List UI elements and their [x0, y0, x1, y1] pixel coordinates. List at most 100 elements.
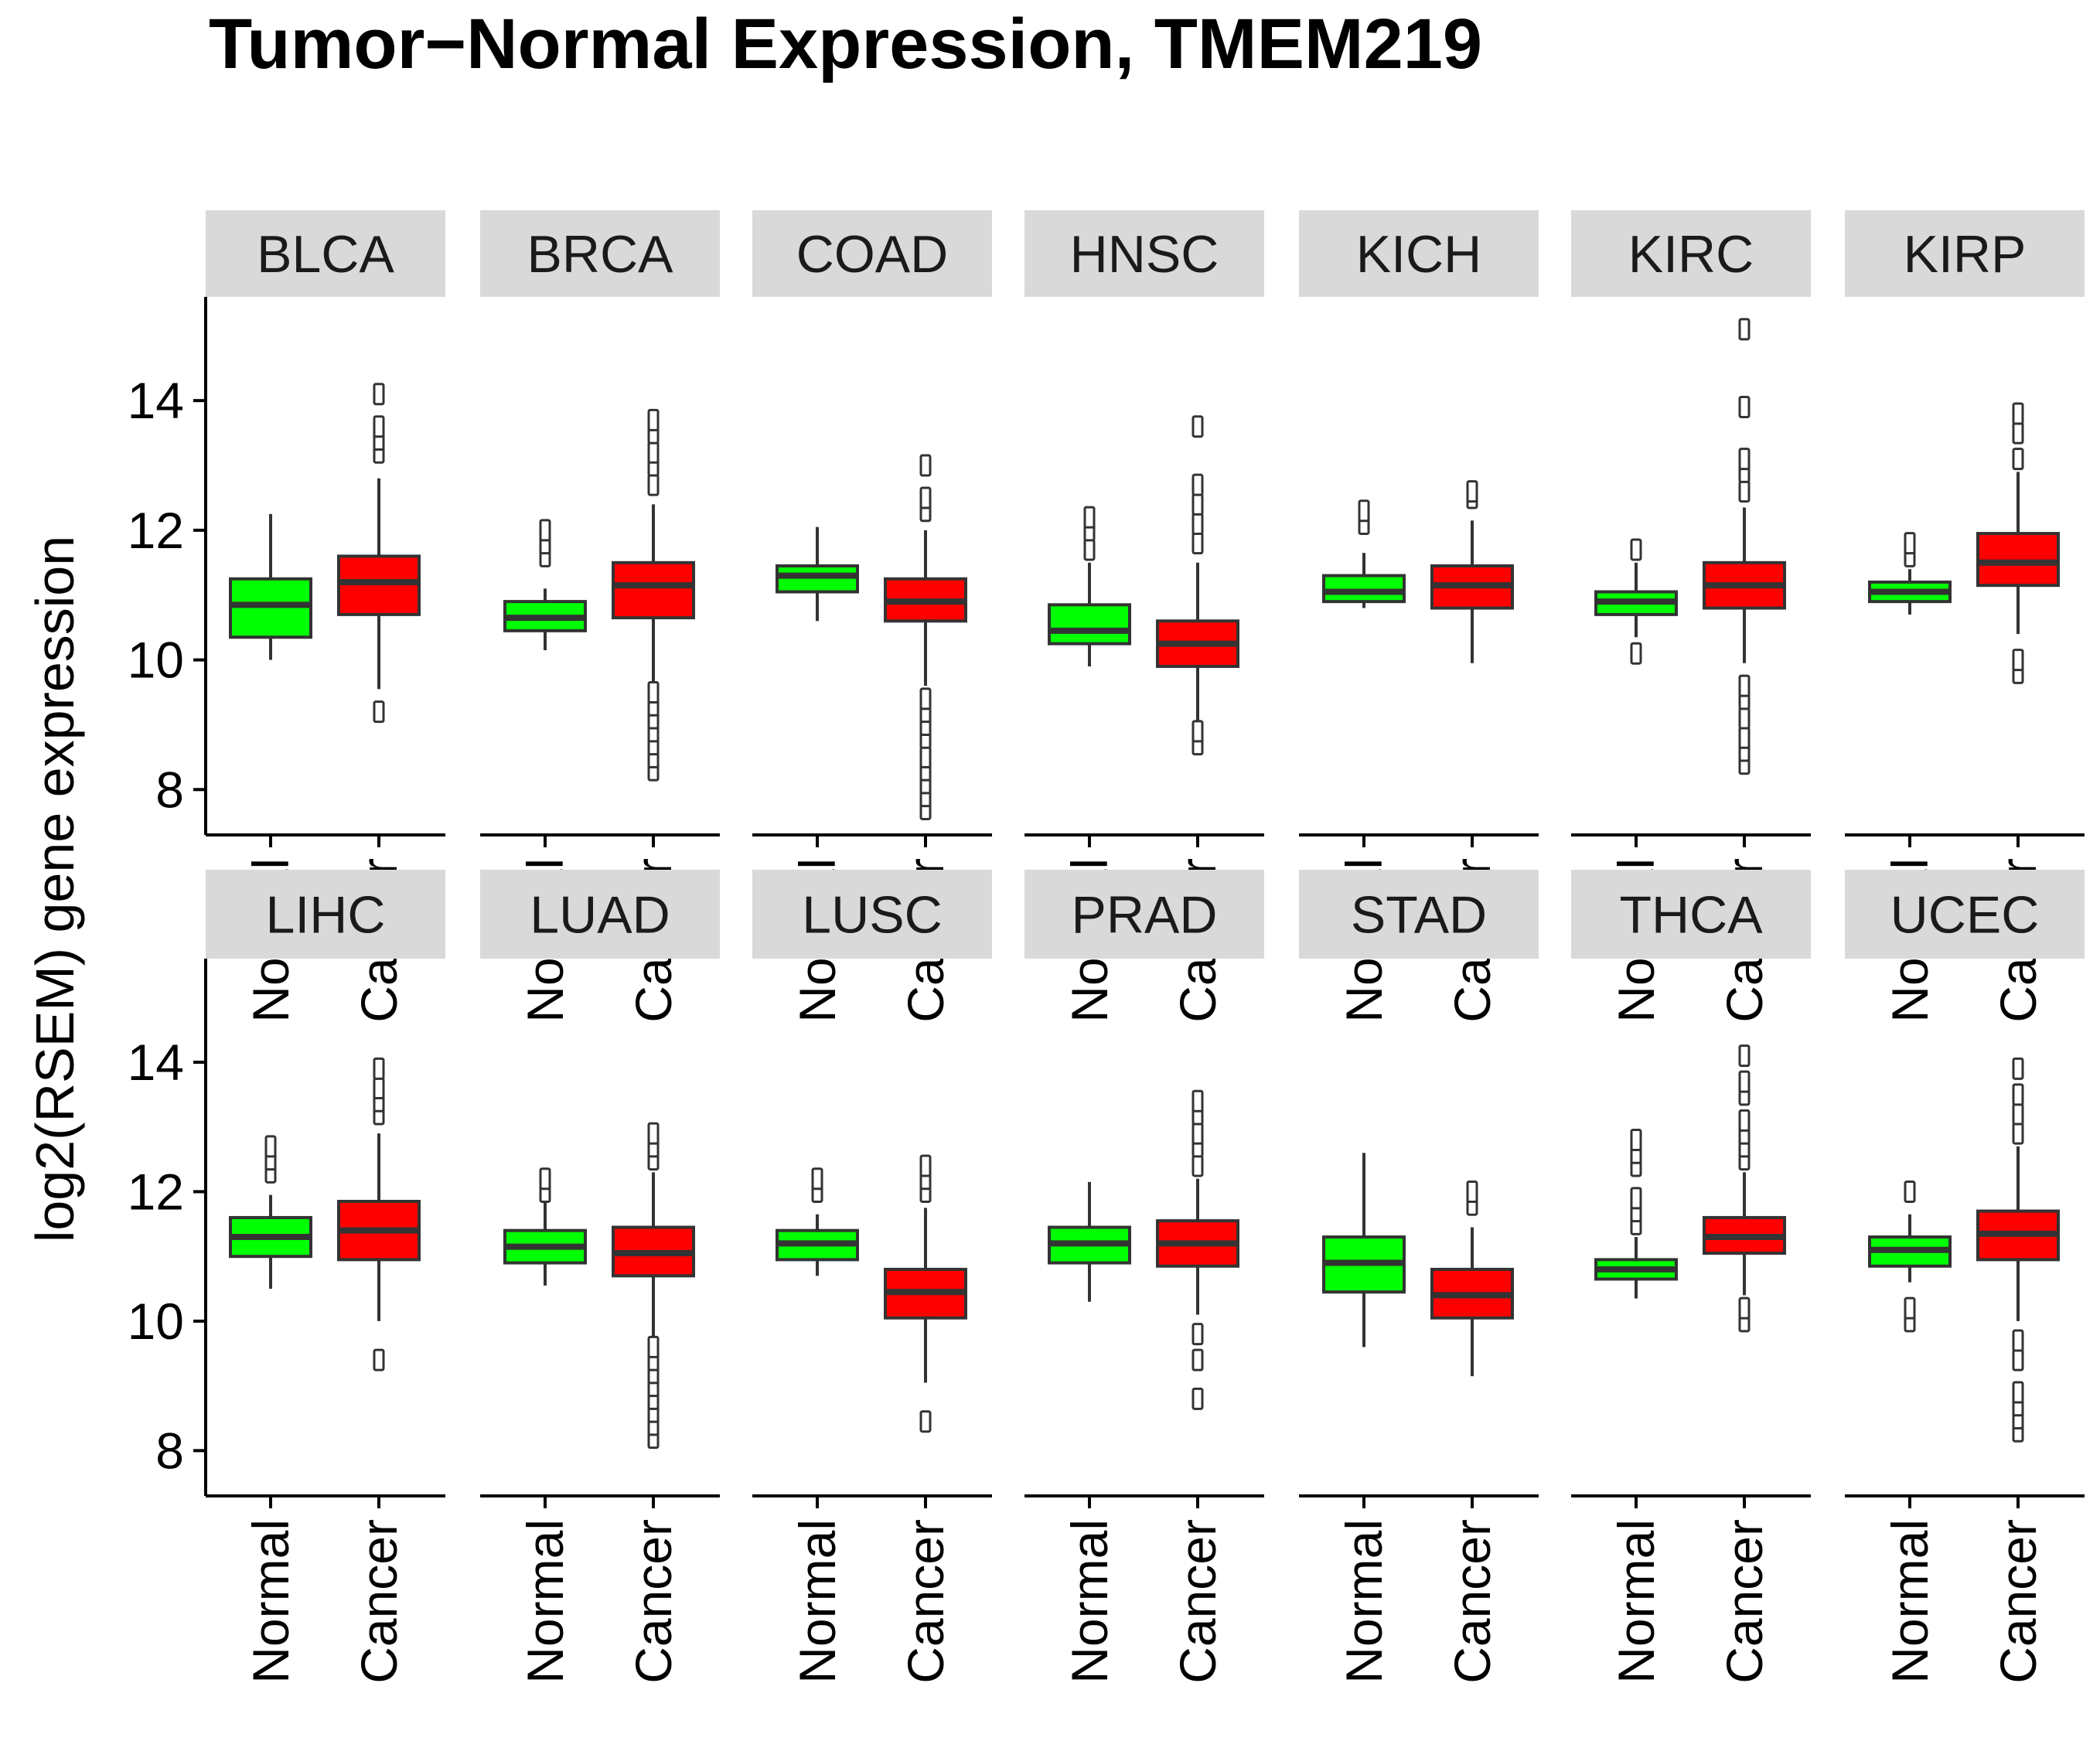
outlier-point: [2012, 1122, 2024, 1145]
strip-label: STAD: [1351, 886, 1487, 945]
outlier-point: [373, 415, 385, 438]
y-tick-label: 12: [128, 1163, 184, 1220]
outlier-point: [647, 408, 660, 431]
x-category-label: Cancer: [625, 1519, 682, 1684]
strip-label: COAD: [796, 225, 948, 284]
box-cancer: Cancer: [1976, 1057, 2060, 1684]
outlier-point: [373, 1057, 385, 1080]
outlier-point: [1738, 1296, 1751, 1320]
y-tick-label: 14: [128, 1034, 184, 1091]
outlier-point: [2012, 1381, 2024, 1404]
x-category-label: Normal: [1607, 1519, 1665, 1684]
y-tick-label: 10: [128, 1293, 184, 1350]
strip-label: BLCA: [257, 225, 394, 284]
box-normal: Normal: [229, 1135, 312, 1684]
strip-header: [1299, 210, 1539, 297]
iqr-box: [1976, 532, 2060, 588]
x-category-label: Cancer: [1716, 1519, 1773, 1684]
outlier-point: [1738, 318, 1751, 341]
outlier-point: [1738, 726, 1751, 749]
outlier-point: [1191, 1089, 1204, 1112]
outlier-point: [1904, 1296, 1916, 1320]
outlier-point: [1738, 707, 1751, 730]
box-cancer: Cancer: [884, 1154, 967, 1684]
outlier-point: [1630, 538, 1642, 561]
outlier-point: [1191, 492, 1204, 516]
outlier-point: [919, 454, 932, 477]
outlier-point: [1191, 1348, 1204, 1371]
iqr-box: [612, 560, 695, 620]
outlier-point: [2012, 421, 2024, 445]
y-tick-label: 10: [128, 632, 184, 689]
outlier-point: [1904, 1180, 1916, 1203]
box-normal: Normal: [503, 1167, 587, 1684]
outlier-point: [647, 681, 660, 704]
outlier-point: [2012, 1329, 2024, 1352]
outlier-point: [373, 1076, 385, 1099]
x-category-label: Normal: [1061, 1519, 1118, 1684]
outlier-point: [811, 1167, 823, 1191]
outlier-point: [1738, 1109, 1751, 1132]
x-category-label: Cancer: [1989, 1519, 2047, 1684]
iqr-box: [776, 564, 859, 594]
strip-header: [1024, 210, 1264, 297]
panel-lusc: LUSC Normal Cancer: [752, 870, 992, 1684]
strip-header: [206, 210, 445, 297]
x-category-label: Normal: [516, 1519, 574, 1684]
outlier-point: [1904, 532, 1916, 555]
strip-label: BRCA: [527, 225, 674, 284]
outlier-point: [1738, 448, 1751, 471]
outlier-point: [1738, 480, 1751, 503]
x-category-label: Cancer: [1444, 1519, 1501, 1684]
outlier-point: [1083, 538, 1096, 561]
outlier-point: [2012, 402, 2024, 425]
strip-header: [480, 210, 720, 297]
strip-header: [752, 870, 992, 959]
outlier-point: [919, 486, 932, 509]
box-normal: Normal: [776, 1167, 859, 1684]
box-normal: Normal: [1322, 1153, 1406, 1684]
outlier-point: [2012, 1057, 2024, 1080]
outlier-point: [1738, 674, 1751, 697]
strip-label: PRAD: [1072, 886, 1218, 945]
x-category-label: Normal: [1881, 1519, 1938, 1684]
iqr-box: [229, 577, 312, 639]
outlier-point: [1630, 1128, 1642, 1151]
strip-header: [206, 870, 445, 959]
outlier-point: [1191, 532, 1204, 555]
outlier-point: [1358, 499, 1370, 523]
panel-ucec: UCEC Normal Cancer: [1845, 870, 2085, 1684]
outlier-point: [647, 1122, 660, 1145]
x-category-label: Normal: [1335, 1519, 1393, 1684]
panel-lihc: LIHC 8 10 12 14 Normal Cancer: [128, 870, 445, 1684]
outlier-point: [647, 473, 660, 496]
box-cancer: Cancer: [1430, 1180, 1514, 1684]
outlier-point: [647, 441, 660, 464]
x-category-label: Cancer: [897, 1519, 954, 1684]
outlier-point: [2012, 448, 2024, 471]
box-cancer: Cancer: [1703, 1044, 1786, 1684]
box-normal: Normal: [1048, 1181, 1131, 1684]
strip-header: [1845, 870, 2085, 959]
y-tick-label: 8: [155, 1422, 184, 1479]
outlier-point: [919, 1410, 932, 1433]
outlier-point: [1191, 1154, 1204, 1177]
strip-header: [1571, 870, 1811, 959]
panel-luad: LUAD Normal Cancer: [480, 870, 720, 1684]
outlier-point: [373, 383, 385, 406]
outlier-point: [1466, 1180, 1478, 1203]
outlier-point: [1083, 506, 1096, 529]
strip-label: THCA: [1619, 886, 1763, 945]
outlier-point: [919, 1154, 932, 1177]
outlier-point: [264, 1135, 277, 1158]
strip-label: KIRP: [1904, 225, 2027, 284]
box-cancer: Cancer: [337, 1057, 421, 1684]
outlier-point: [2012, 649, 2024, 672]
strip-label: UCEC: [1890, 886, 2040, 945]
outlier-point: [1191, 512, 1204, 535]
outlier-point: [1191, 473, 1204, 496]
x-category-label: Cancer: [350, 1519, 407, 1684]
outlier-point: [2012, 1102, 2024, 1126]
strip-header: [752, 210, 992, 297]
